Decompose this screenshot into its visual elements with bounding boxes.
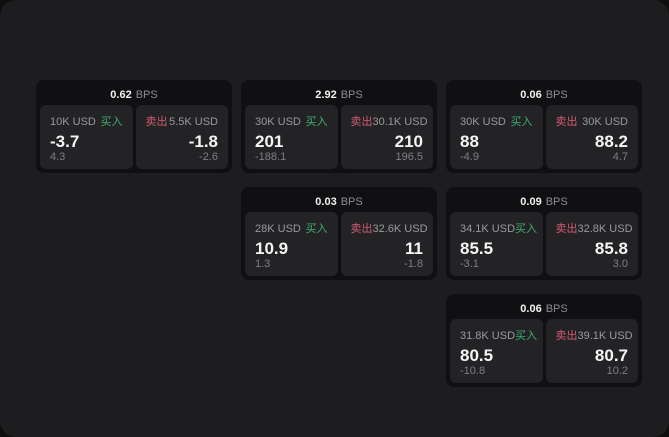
buy-amount: 10K USD	[50, 116, 96, 128]
bps-unit: BPS	[340, 88, 363, 101]
sell-label: 卖出	[350, 223, 373, 235]
bps-value: 0.06	[520, 302, 542, 315]
buy-pane[interactable]: 28K USD 买入 10.9 1.3	[245, 212, 338, 276]
quote-card: 2.92 BPS 30K USD 买入 201 -188.1 卖出 30.1K …	[241, 80, 437, 173]
sell-label: 卖出	[555, 116, 578, 128]
buy-value: 10.9	[255, 238, 289, 258]
sell-value: 210	[394, 131, 423, 151]
bps-unit: BPS	[545, 195, 568, 208]
bps-header: 0.62 BPS	[40, 84, 228, 105]
buy-delta: 1.3	[255, 258, 271, 270]
bps-header: 0.03 BPS	[245, 191, 433, 212]
buy-value: 85.5	[460, 238, 494, 258]
sell-delta: 10.2	[606, 365, 628, 377]
buy-delta: -10.8	[460, 365, 486, 377]
buy-pane[interactable]: 31.8K USD 买入 80.5 -10.8	[450, 319, 543, 383]
buy-value: 88	[460, 131, 479, 151]
buy-amount: 28K USD	[255, 223, 301, 235]
sell-amount: 32.6K USD	[372, 223, 428, 235]
sell-delta: 4.7	[612, 151, 628, 163]
buy-delta: 4.3	[50, 151, 66, 163]
buy-amount: 31.8K USD	[460, 330, 516, 342]
buy-label: 买入	[305, 116, 328, 128]
buy-label: 买入	[515, 223, 538, 235]
sell-value: 88.2	[594, 131, 628, 151]
sell-label: 卖出	[350, 116, 373, 128]
buy-amount: 30K USD	[460, 116, 506, 128]
bps-unit: BPS	[340, 195, 363, 208]
sell-value: -1.8	[188, 131, 218, 151]
sell-label: 卖出	[555, 330, 578, 342]
sell-pane[interactable]: 卖出 39.1K USD 80.7 10.2	[545, 319, 638, 383]
bps-value: 2.92	[315, 88, 337, 101]
sell-delta: 196.5	[395, 151, 423, 163]
sell-delta: -2.6	[199, 151, 218, 163]
buy-label: 买入	[515, 330, 538, 342]
sell-label: 卖出	[145, 116, 168, 128]
buy-amount: 30K USD	[255, 116, 301, 128]
buy-value: 80.5	[460, 345, 494, 365]
bps-header: 0.09 BPS	[450, 191, 638, 212]
sell-amount: 30.1K USD	[372, 116, 428, 128]
sell-pane[interactable]: 卖出 32.8K USD 85.8 3.0	[545, 212, 638, 276]
buy-delta: -188.1	[255, 151, 287, 163]
buy-delta: -4.9	[460, 151, 479, 163]
buy-label: 买入	[305, 223, 328, 235]
sell-delta: 3.0	[612, 258, 628, 270]
buy-pane[interactable]: 10K USD 买入 -3.7 4.3	[40, 105, 133, 169]
sell-amount: 32.8K USD	[577, 223, 633, 235]
bps-value: 0.09	[520, 195, 542, 208]
bps-value: 0.06	[520, 88, 542, 101]
bps-header: 2.92 BPS	[245, 84, 433, 105]
quote-cards-grid: 0.62 BPS 10K USD 买入 -3.7 4.3 卖出 5.5K USD	[36, 80, 642, 387]
bps-header: 0.06 BPS	[450, 84, 638, 105]
quote-card: 0.06 BPS 31.8K USD 买入 80.5 -10.8 卖出 39.1…	[446, 294, 642, 387]
buy-label: 买入	[100, 116, 123, 128]
sell-delta: -1.8	[404, 258, 423, 270]
quote-card: 0.62 BPS 10K USD 买入 -3.7 4.3 卖出 5.5K USD	[36, 80, 232, 173]
sell-pane[interactable]: 卖出 5.5K USD -1.8 -2.6	[135, 105, 228, 169]
quote-card: 0.09 BPS 34.1K USD 买入 85.5 -3.1 卖出 32.8K…	[446, 187, 642, 280]
sell-amount: 30K USD	[582, 116, 628, 128]
buy-pane[interactable]: 34.1K USD 买入 85.5 -3.1	[450, 212, 543, 276]
buy-delta: -3.1	[460, 258, 479, 270]
buy-pane[interactable]: 30K USD 买入 88 -4.9	[450, 105, 543, 169]
quote-card: 0.06 BPS 30K USD 买入 88 -4.9 卖出 30K USD	[446, 80, 642, 173]
sell-amount: 5.5K USD	[169, 116, 218, 128]
bps-unit: BPS	[545, 302, 568, 315]
sell-label: 卖出	[555, 223, 578, 235]
buy-pane[interactable]: 30K USD 买入 201 -188.1	[245, 105, 338, 169]
sell-pane[interactable]: 卖出 30K USD 88.2 4.7	[545, 105, 638, 169]
buy-value: 201	[255, 131, 284, 151]
buy-label: 买入	[510, 116, 533, 128]
sell-value: 80.7	[594, 345, 628, 365]
sell-pane[interactable]: 卖出 32.6K USD 11 -1.8	[340, 212, 433, 276]
bps-unit: BPS	[545, 88, 568, 101]
buy-amount: 34.1K USD	[460, 223, 516, 235]
sell-amount: 39.1K USD	[577, 330, 633, 342]
quote-card: 0.03 BPS 28K USD 买入 10.9 1.3 卖出 32.6K US…	[241, 187, 437, 280]
sell-value: 11	[405, 238, 423, 258]
sell-pane[interactable]: 卖出 30.1K USD 210 196.5	[340, 105, 433, 169]
buy-value: -3.7	[50, 131, 80, 151]
sell-value: 85.8	[594, 238, 628, 258]
bps-unit: BPS	[135, 88, 158, 101]
bps-value: 0.03	[315, 195, 337, 208]
bps-header: 0.06 BPS	[450, 298, 638, 319]
bps-value: 0.62	[110, 88, 132, 101]
